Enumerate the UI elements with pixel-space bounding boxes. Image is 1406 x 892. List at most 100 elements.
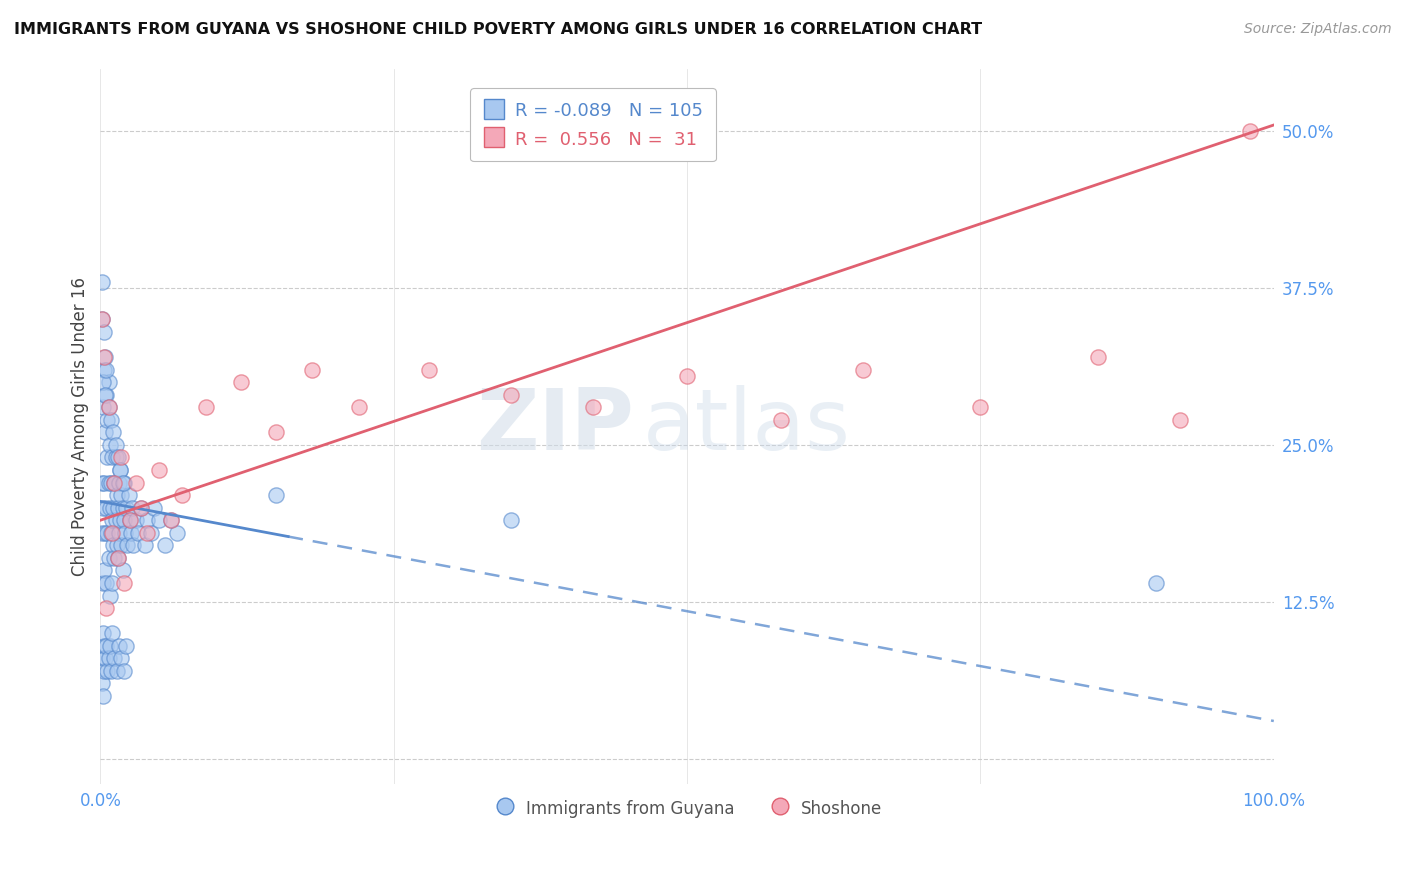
Point (104, 513, 127, 527)
Point (98, 500, 121, 515)
Point (118, 513, 141, 527)
Point (231, 375, 253, 389)
Point (112, 475, 135, 490)
Point (101, 513, 124, 527)
Point (110, 513, 132, 527)
Point (101, 576, 124, 591)
Point (100, 525, 122, 540)
Point (96, 388, 118, 402)
Point (122, 538, 145, 552)
Point (110, 450, 132, 465)
Point (110, 463, 132, 477)
Point (97, 651, 120, 665)
Point (96, 576, 118, 591)
Point (98, 438, 121, 452)
Point (91, 689, 114, 703)
Point (107, 550, 129, 565)
Point (103, 538, 125, 552)
Point (90, 312, 112, 326)
Point (159, 513, 181, 527)
Point (148, 463, 170, 477)
Point (91, 401, 114, 415)
Point (97, 401, 120, 415)
Point (103, 500, 125, 515)
Point (121, 500, 143, 515)
Point (107, 450, 129, 465)
Point (101, 450, 124, 465)
Point (159, 513, 181, 527)
Point (115, 639, 138, 653)
Point (103, 550, 125, 565)
Point (166, 525, 188, 540)
Point (114, 525, 136, 540)
Point (969, 401, 991, 415)
Point (97, 475, 120, 490)
Point (94, 388, 117, 402)
Text: ZIP: ZIP (477, 384, 634, 467)
Point (108, 475, 131, 490)
Point (131, 500, 153, 515)
Point (418, 362, 440, 376)
Point (91, 626, 114, 640)
Point (117, 488, 139, 502)
Point (107, 500, 129, 515)
Point (96, 664, 118, 678)
Point (91, 375, 114, 389)
Point (90, 525, 112, 540)
Point (103, 651, 125, 665)
Point (112, 664, 135, 678)
Legend: Immigrants from Guyana, Shoshone: Immigrants from Guyana, Shoshone (485, 792, 889, 825)
Point (1146, 576, 1168, 591)
Point (98, 589, 121, 603)
Point (110, 463, 132, 477)
Point (103, 425, 125, 440)
Point (1168, 413, 1191, 427)
Point (93, 639, 115, 653)
Point (105, 664, 128, 678)
Point (136, 525, 159, 540)
Point (111, 500, 134, 515)
Point (136, 513, 159, 527)
Point (347, 401, 370, 415)
Point (90, 275, 112, 289)
Point (127, 525, 149, 540)
Point (266, 488, 288, 502)
Point (90, 475, 112, 490)
Point (110, 651, 132, 665)
Point (172, 488, 194, 502)
Point (143, 500, 166, 515)
Text: IMMIGRANTS FROM GUYANA VS SHOSHONE CHILD POVERTY AMONG GIRLS UNDER 16 CORRELATIO: IMMIGRANTS FROM GUYANA VS SHOSHONE CHILD… (14, 22, 983, 37)
Point (301, 362, 323, 376)
Point (111, 475, 134, 490)
Point (94, 350, 117, 364)
Text: atlas: atlas (643, 384, 851, 467)
Point (852, 362, 875, 376)
Point (96, 525, 118, 540)
Point (117, 538, 139, 552)
Point (108, 639, 131, 653)
Point (103, 475, 125, 490)
Point (107, 550, 129, 565)
Point (94, 651, 117, 665)
Point (108, 525, 131, 540)
Point (93, 563, 115, 577)
Point (194, 401, 217, 415)
Point (101, 626, 124, 640)
Point (1239, 124, 1261, 138)
Point (676, 368, 699, 383)
Point (131, 500, 153, 515)
Point (98, 639, 121, 653)
Point (111, 563, 134, 577)
Point (91, 500, 114, 515)
Point (103, 475, 125, 490)
Point (105, 488, 128, 502)
Point (266, 425, 288, 440)
Point (93, 664, 115, 678)
Y-axis label: Child Poverty Among Girls Under 16: Child Poverty Among Girls Under 16 (72, 277, 89, 575)
Point (93, 475, 115, 490)
Point (93, 325, 115, 339)
Point (115, 500, 138, 515)
Point (148, 513, 170, 527)
Point (96, 500, 118, 515)
Point (110, 488, 132, 502)
